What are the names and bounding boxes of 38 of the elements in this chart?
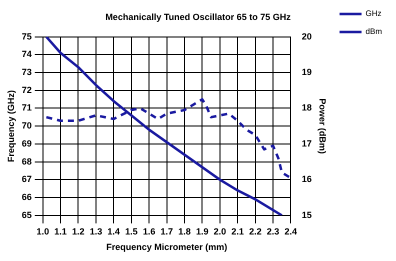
x-tick-label: 2.0 bbox=[214, 226, 226, 236]
x-tick-label: 1.0 bbox=[36, 226, 50, 236]
x-tick-label: 1.2 bbox=[72, 226, 84, 236]
y-tick-label: 68 bbox=[22, 156, 32, 166]
x-tick-label: 1.8 bbox=[178, 226, 191, 236]
y2-tick-label: 15 bbox=[302, 210, 312, 220]
x-tick-label: 1.5 bbox=[125, 226, 138, 236]
x-tick-label: 1.9 bbox=[196, 226, 208, 236]
x-tick-label: 2.4 bbox=[284, 226, 297, 236]
legend-label: dBm bbox=[366, 27, 382, 36]
y2-tick-label: 16 bbox=[302, 174, 312, 184]
x-tick-label: 1.6 bbox=[142, 226, 156, 236]
y2-tick-label: 19 bbox=[302, 67, 312, 78]
x-tick-label: 2.1 bbox=[231, 226, 244, 236]
y2-tick-label: 17 bbox=[302, 138, 312, 148]
y-tick-label: 71 bbox=[22, 102, 32, 113]
y-tick-label: 67 bbox=[22, 174, 32, 184]
x-axis-title: Frequency Micrometer (mm) bbox=[106, 242, 228, 252]
x-tick-label: 1.7 bbox=[160, 226, 174, 236]
x-tick-label: 1.3 bbox=[90, 226, 102, 236]
y2-axis-title: Power (dBm) bbox=[318, 98, 328, 154]
y-tick-label: 74 bbox=[22, 49, 32, 60]
y-tick-label: 75 bbox=[22, 31, 32, 42]
y-tick-label: 73 bbox=[22, 67, 32, 78]
y2-tick-label: 18 bbox=[302, 102, 312, 113]
y-tick-label: 65 bbox=[22, 210, 32, 220]
legend-label: GHz bbox=[366, 9, 382, 18]
y-tick-label: 69 bbox=[22, 138, 32, 148]
y2-tick-label: 20 bbox=[302, 31, 312, 42]
x-tick-label: 1.1 bbox=[54, 226, 67, 236]
y-tick-label: 70 bbox=[22, 120, 32, 131]
x-tick-label: 2.3 bbox=[266, 226, 280, 236]
chart-title: Mechanically Tuned Oscillator 65 to 75 GHz bbox=[105, 12, 292, 22]
x-tick-label: 1.4 bbox=[107, 226, 120, 236]
y-tick-label: 72 bbox=[22, 84, 32, 95]
y-axis-title: Frequency (GHz) bbox=[6, 90, 16, 162]
x-tick-label: 2.2 bbox=[249, 226, 262, 236]
y-tick-label: 66 bbox=[22, 192, 32, 202]
